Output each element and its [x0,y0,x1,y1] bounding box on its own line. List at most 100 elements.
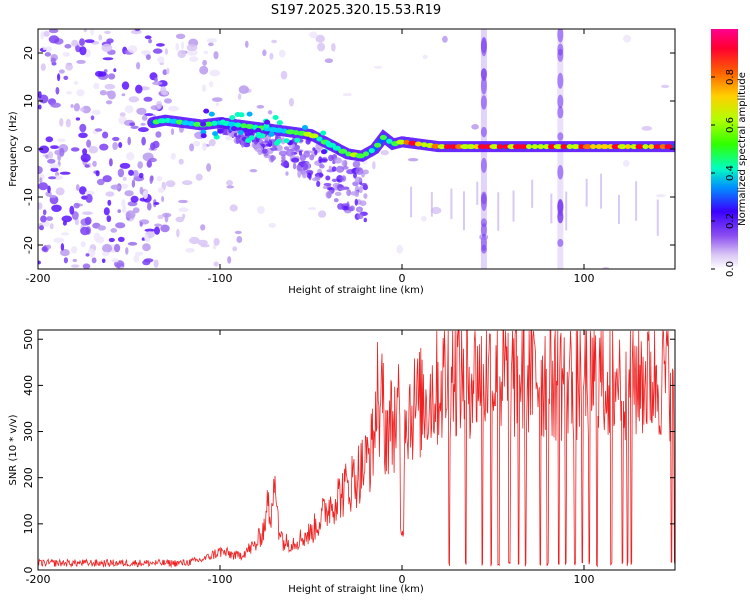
ridge-spot [664,144,674,150]
noise-blob [130,195,139,203]
scatter-blob [301,170,307,179]
ridge-spot [355,153,365,159]
noise-blob [162,91,169,96]
noise-blob [40,215,47,223]
colorbar: 0.0 0.2 0.4 0.6 0.8 Normalized spectral ampl… [711,29,748,277]
scatter-blob [338,187,346,191]
noise-blob [122,205,127,214]
noise-blob [121,93,126,97]
noise-blob [38,165,43,175]
noise-blob [60,243,65,251]
noise-blob [152,140,160,149]
ridge-spot [157,118,167,124]
colorbar-label: Normalized spectral amplitude [737,72,748,226]
noise-blob [140,122,146,126]
noise-blob [471,124,479,130]
ridge-side-spot [238,112,245,118]
noise-blob [102,175,112,183]
stripe-blob [557,94,564,109]
noise-blob [40,63,46,71]
noise-blob [49,223,54,230]
scatter-blob [312,147,316,151]
noise-blob [81,105,91,114]
ridge-spot [531,144,539,150]
noise-blob [121,199,126,207]
noise-blob [165,180,176,188]
noise-blob [41,246,48,252]
scatter-blob [349,205,355,212]
noise-blob [236,236,243,243]
noise-blob [285,171,289,176]
noise-blob [62,220,67,226]
ridge-spot [607,144,614,150]
x-tick-label: -200 [26,272,51,285]
scatter-blob [325,190,332,199]
noise-blob [61,215,73,223]
ridge-spot [285,129,296,135]
noise-blob [47,185,51,194]
noise-blob [85,193,93,203]
ridge-spot [465,144,476,150]
scatter-blob [341,175,347,182]
noise-blob [200,224,206,231]
noise-blob [147,202,152,211]
faint-streak [617,194,620,225]
noise-blob [111,258,119,263]
noise-blob [143,96,153,102]
stripe-blob [480,218,487,228]
noise-blob [156,43,165,47]
noise-blob [95,70,104,77]
noise-blob [154,226,160,235]
ridge-spot [374,142,382,148]
ridge-side-spot [321,149,327,155]
noise-blob [55,187,65,196]
noise-blob [182,213,186,219]
scatter-blob [357,213,364,220]
noise-blob [39,177,43,184]
noise-blob [47,158,56,164]
noise-blob [83,29,88,33]
ridge-spot [414,141,423,147]
scatter-blob [331,178,338,182]
ridge-spot [496,144,504,150]
noise-blob [175,216,185,223]
noise-blob [48,35,60,44]
noise-blob [229,204,238,212]
noise-blob [44,52,52,57]
x-tick-label: 100 [574,272,595,285]
scatter-blob [346,190,350,195]
noise-blob [63,257,68,264]
noise-blob [59,147,65,157]
scatter-blob [302,162,309,171]
stripe-blob [480,244,487,254]
noise-blob [178,158,184,165]
noise-blob [121,81,130,90]
noise-blob [315,34,325,43]
noise-blob [102,57,114,61]
noise-blob [60,249,70,257]
ridge-spot [578,144,585,150]
noise-blob [208,138,216,147]
ridge-spot [642,144,649,150]
noise-blob [73,202,80,209]
noise-blob [407,158,419,162]
noise-blob [46,216,53,222]
noise-blob [132,169,139,178]
noise-blob [108,237,115,243]
noise-blob [84,190,95,196]
noise-blob [80,107,85,112]
noise-blob [278,49,286,58]
noise-blob [141,115,148,121]
noise-blob [164,98,172,104]
scatter-blob [337,203,344,210]
scatter-blob [333,198,339,203]
noise-blob [213,51,219,60]
noise-blob [623,34,632,43]
noise-blob [164,48,168,55]
noise-blob [98,34,103,41]
noise-blob [237,93,242,100]
noise-blob [200,244,210,248]
noise-blob [133,254,140,263]
